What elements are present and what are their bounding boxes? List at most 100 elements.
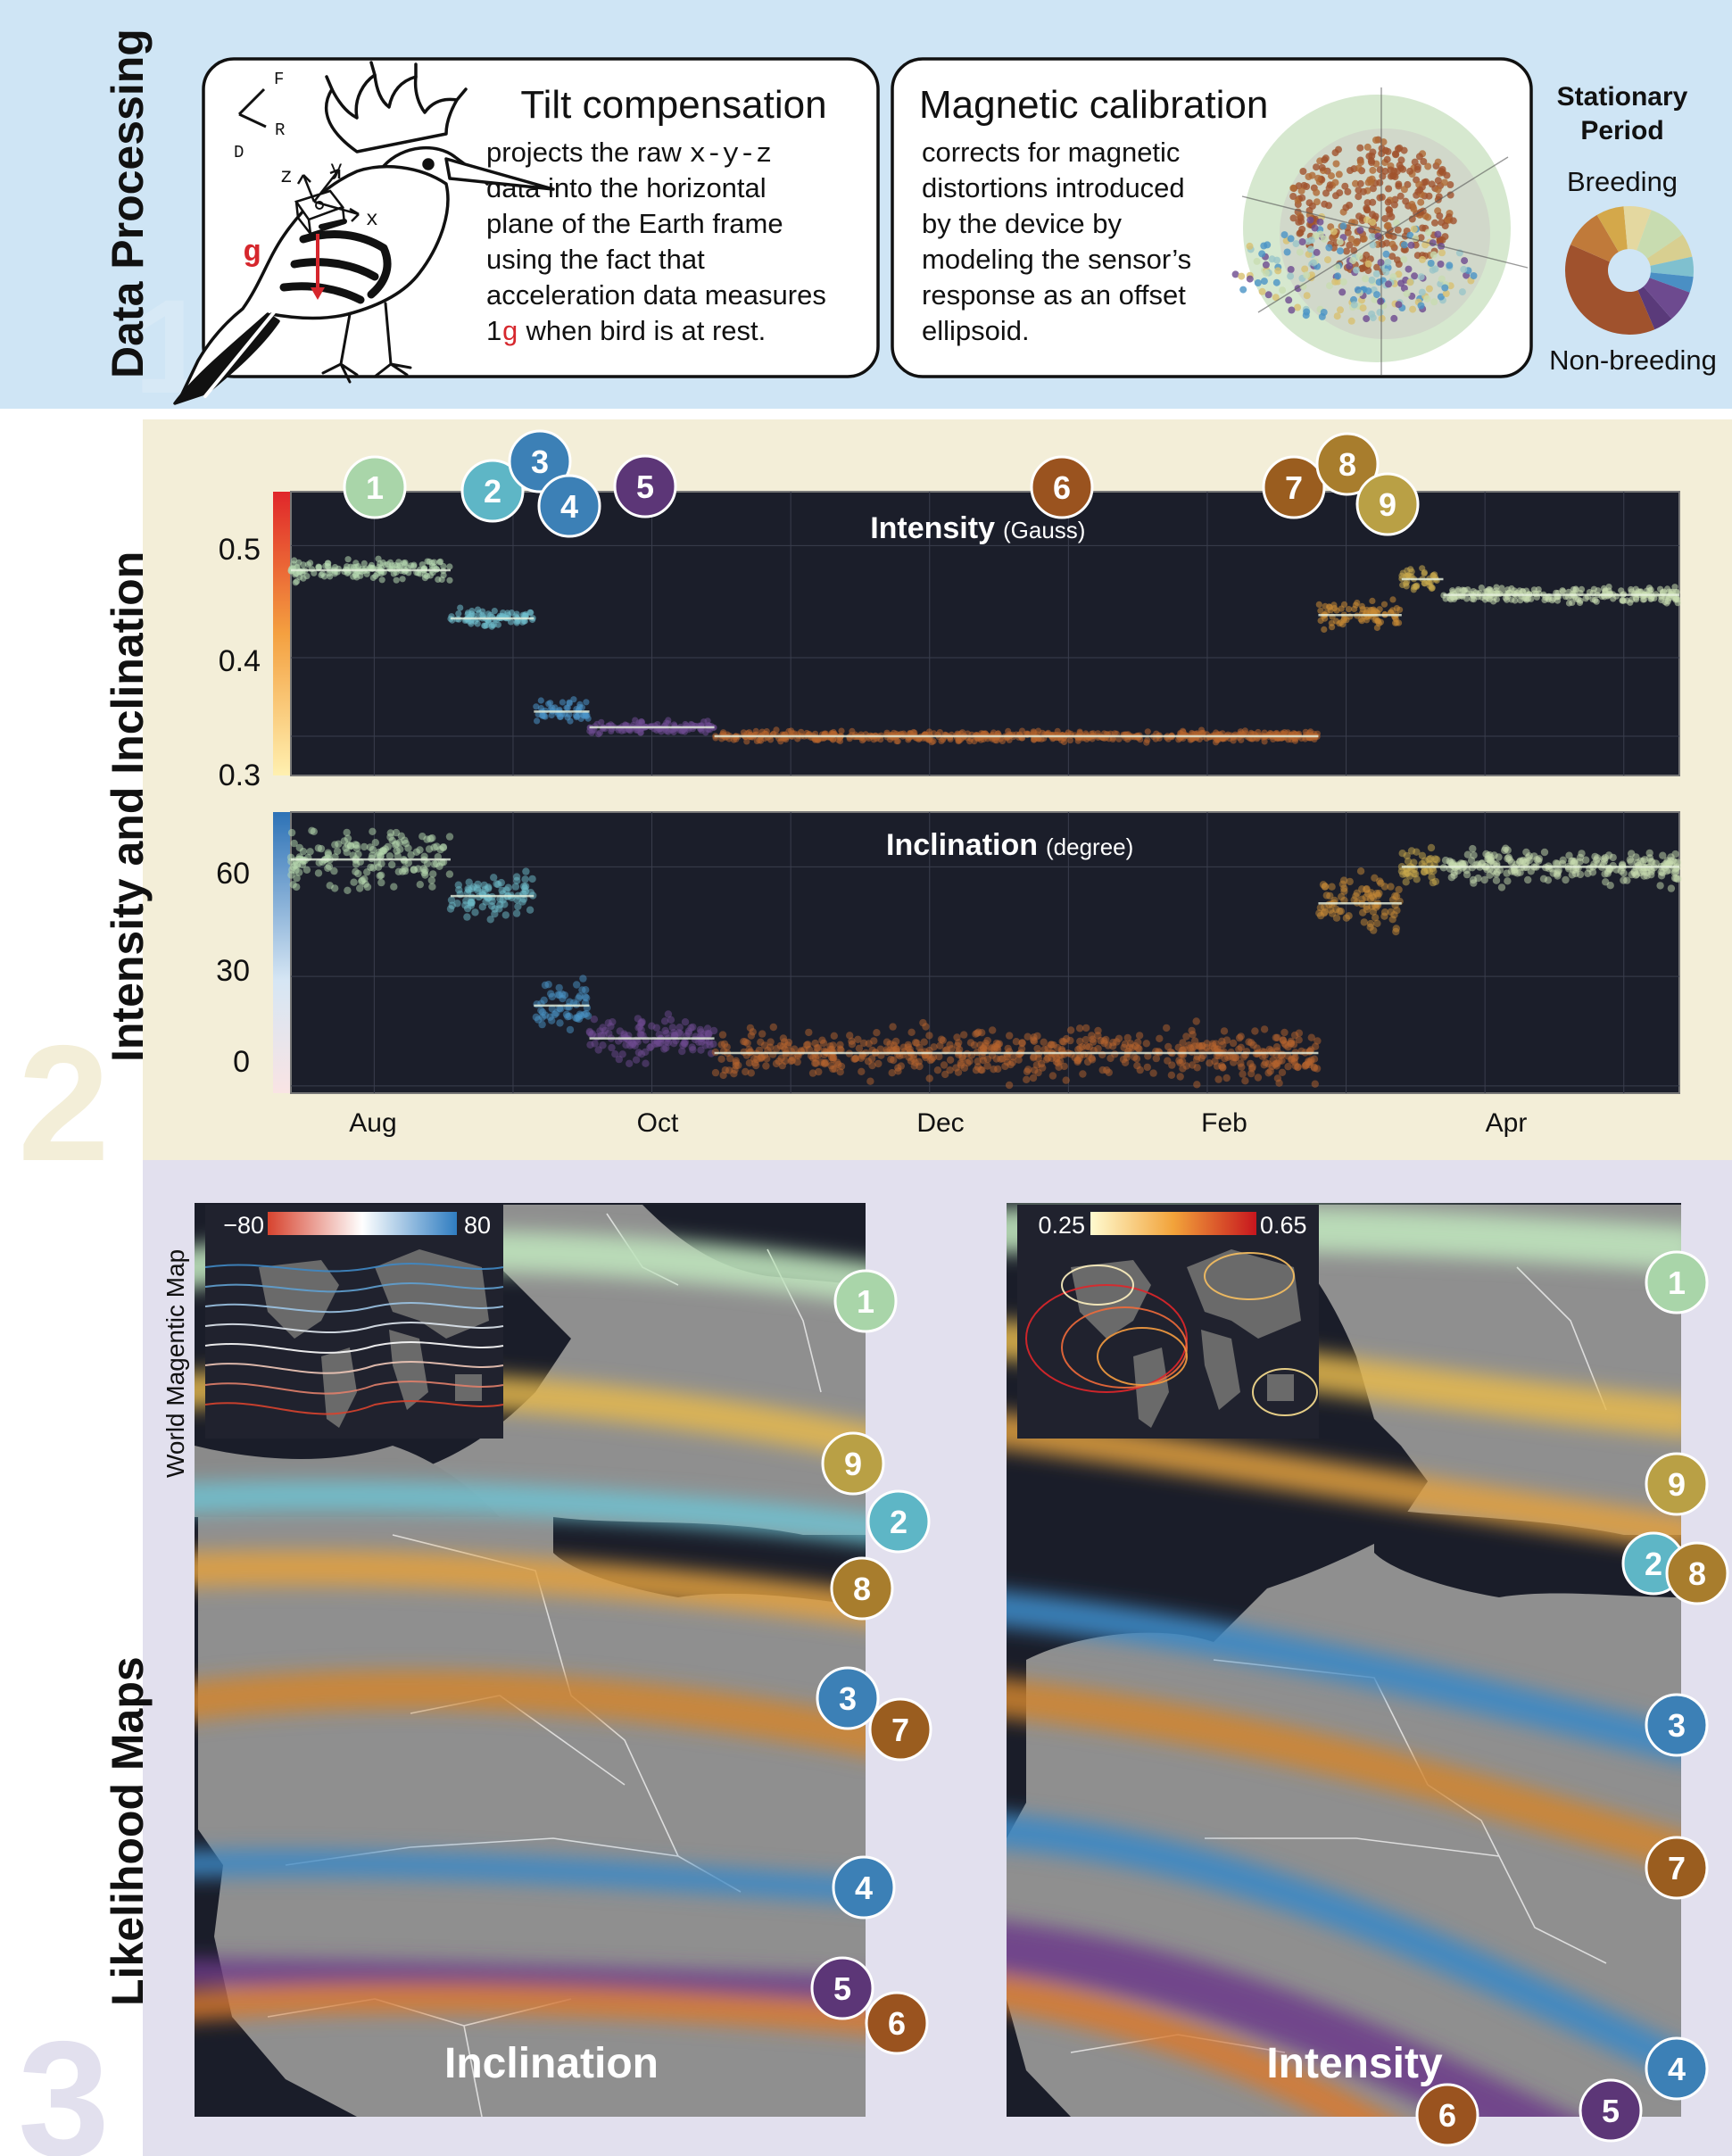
intensity-legend-min: 0.25 [1038, 1212, 1085, 1239]
tilt-line-3: plane of the Earth frame [486, 208, 783, 239]
inclination-tick-0: 0 [233, 1045, 250, 1079]
breeding-label: Breeding [1567, 166, 1678, 197]
section-intensity-inclination: 2 Intensity and Inclination Intensity (G… [0, 419, 1732, 1196]
inclination-legend-bar [268, 1212, 457, 1235]
svg-text:9: 9 [844, 1446, 862, 1482]
inclination-scatter [286, 826, 1682, 1090]
month-aug: Aug [349, 1108, 396, 1138]
svg-text:9: 9 [1668, 1466, 1686, 1503]
intensity-map-marker-9[interactable]: 9 [1645, 1452, 1709, 1516]
inclination-map-marker-1[interactable]: 1 [833, 1269, 898, 1333]
svg-text:7: 7 [891, 1712, 909, 1748]
world-inclination-inset: −80 80 [204, 1205, 504, 1439]
section1-label: Data Processing [103, 29, 153, 378]
period-marker-2[interactable]: 2 [460, 459, 525, 523]
world-magnetic-map-label: World Magentic Map [162, 1249, 189, 1478]
intensity-map-marker-6[interactable]: 6 [1415, 2083, 1479, 2147]
stationary-period-donut [1565, 206, 1695, 335]
section2-label: Intensity and Inclination [103, 551, 153, 1062]
inclination-plot-title: Inclination [886, 828, 1038, 862]
axis-y-label: y [330, 158, 343, 181]
hoopoe-bird-illustration [173, 61, 555, 405]
svg-text:9: 9 [1379, 486, 1396, 523]
svg-text:6: 6 [888, 2005, 906, 2042]
non-breeding-label: Non-breeding [1549, 344, 1717, 376]
inclination-map-marker-7[interactable]: 7 [868, 1697, 932, 1762]
inclination-map-marker-3[interactable]: 3 [816, 1666, 880, 1730]
intensity-plot-unit: (Gauss) [1003, 517, 1085, 543]
magcal-line-1: corrects for magnetic [922, 137, 1180, 168]
svg-text:4: 4 [560, 488, 578, 525]
intensity-tick-0.3: 0.3 [219, 759, 261, 792]
intensity-map-markers: 1 9 2 8 3 7 4 6 5 [1415, 1250, 1729, 2147]
world-intensity-inset: 0.25 0.65 [1017, 1205, 1319, 1439]
magcal-line-6: ellipsoid. [922, 315, 1030, 346]
intensity-plot-title: Intensity [870, 511, 995, 545]
intensity-map-marker-8[interactable]: 8 [1665, 1541, 1729, 1605]
svg-text:2: 2 [484, 473, 501, 510]
stationary-title-1: Stationary [1557, 82, 1688, 112]
axis-F-label: F [274, 70, 284, 89]
device-axes: F R D z y x g [234, 70, 378, 300]
inclination-tick-60: 60 [216, 857, 250, 891]
intensity-map-marker-3[interactable]: 3 [1645, 1693, 1709, 1757]
period-marker-5[interactable]: 5 [613, 454, 677, 518]
period-marker-8[interactable]: 8 [1315, 432, 1380, 496]
intensity-colorbar [273, 492, 291, 775]
inclination-map-marker-5[interactable]: 5 [810, 1956, 874, 2020]
svg-text:6: 6 [1053, 469, 1071, 506]
inclination-map-marker-9[interactable]: 9 [821, 1431, 885, 1496]
section-likelihood-maps: 3 Likelihood Maps World Magentic Map Inc… [18, 1160, 1732, 2156]
month-apr: Apr [1486, 1108, 1528, 1138]
inclination-map-marker-8[interactable]: 8 [830, 1556, 894, 1621]
intensity-map-marker-1[interactable]: 1 [1645, 1250, 1709, 1314]
intensity-map-title: Intensity [1266, 2040, 1443, 2087]
intensity-map-marker-5[interactable]: 5 [1579, 2078, 1643, 2143]
svg-text:4: 4 [855, 1870, 873, 1906]
section3-number: 3 [18, 2008, 110, 2156]
svg-text:7: 7 [1285, 469, 1303, 506]
section2-number: 2 [18, 1012, 110, 1196]
intensity-tick-0.4: 0.4 [219, 644, 261, 678]
tilt-line-1: projects the raw x-y-z [486, 137, 772, 170]
period-marker-1[interactable]: 1 [343, 455, 407, 519]
inclination-map-marker-4[interactable]: 4 [832, 1855, 896, 1920]
inclination-map-markers: 1 92 8 37 4 56 [810, 1269, 932, 2055]
period-marker-7[interactable]: 7 [1262, 455, 1326, 519]
intensity-legend-bar [1090, 1212, 1256, 1235]
period-marker-4[interactable]: 4 [537, 474, 601, 538]
tilt-line-6: 1g when bird is at rest. [486, 315, 766, 349]
section3-label: Likelihood Maps [103, 1656, 153, 2006]
axis-z-label: z [280, 165, 293, 188]
section-data-processing: 1 Data Processing Tilt compensation proj… [0, 0, 1732, 421]
month-dec: Dec [916, 1108, 964, 1138]
intensity-map-marker-7[interactable]: 7 [1645, 1836, 1709, 1900]
intensity-scatter [287, 555, 1681, 746]
svg-text:8: 8 [1688, 1555, 1706, 1592]
period-marker-6[interactable]: 6 [1030, 455, 1094, 519]
svg-text:2: 2 [890, 1504, 907, 1540]
svg-text:3: 3 [839, 1680, 857, 1717]
svg-text:5: 5 [1602, 2093, 1620, 2129]
inclination-map-marker-6[interactable]: 6 [865, 1991, 929, 2055]
svg-text:4: 4 [1668, 2051, 1686, 2087]
gravity-label: g [243, 236, 261, 270]
intensity-map-marker-4[interactable]: 4 [1645, 2036, 1709, 2101]
magcal-line-2: distortions introduced [922, 172, 1185, 203]
svg-text:6: 6 [1438, 2097, 1456, 2134]
tilt-line-4: using the fact that [486, 244, 705, 275]
svg-text:1: 1 [857, 1283, 874, 1320]
period-marker-9[interactable]: 9 [1355, 472, 1420, 536]
inclination-colorbar [273, 812, 291, 1093]
inclination-legend-max: 80 [464, 1212, 491, 1239]
svg-text:7: 7 [1668, 1850, 1686, 1886]
period-marker-3[interactable]: 3 [508, 429, 572, 493]
intensity-isolines [1025, 1252, 1318, 1416]
svg-text:2: 2 [1645, 1546, 1662, 1582]
inclination-map-marker-2[interactable]: 2 [866, 1489, 931, 1554]
magcal-line-3: by the device by [922, 208, 1123, 239]
axis-D-label: D [234, 143, 244, 162]
tilt-title: Tilt compensation [520, 83, 826, 127]
inclination-tick-30: 30 [216, 954, 250, 988]
